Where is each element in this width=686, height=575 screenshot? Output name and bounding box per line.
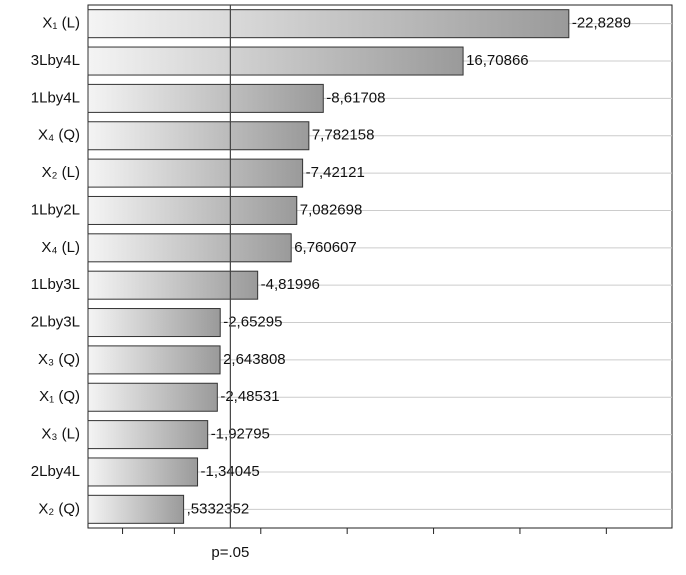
category-label: 2Lby4L xyxy=(31,463,80,480)
category-label: X₁ (L) xyxy=(42,15,80,32)
value-label: 7,782158 xyxy=(312,127,375,144)
bar xyxy=(87,382,218,412)
value-label: -7,42121 xyxy=(306,164,365,181)
value-label: -1,92795 xyxy=(211,426,270,443)
bar xyxy=(87,83,324,113)
bar xyxy=(87,158,304,188)
category-label: X₃ (L) xyxy=(41,426,80,443)
bar xyxy=(87,233,292,263)
category-label: X₂ (Q) xyxy=(38,500,80,517)
bar xyxy=(87,345,221,375)
category-label: X₄ (L) xyxy=(41,239,80,256)
plot-frame xyxy=(87,4,673,529)
bar xyxy=(87,121,310,151)
category-label: X₃ (Q) xyxy=(38,351,80,368)
reference-label: p=.05 xyxy=(211,544,249,561)
value-label: 6,760607 xyxy=(294,239,357,256)
value-label: ,5332352 xyxy=(187,500,250,517)
category-label: X₁ (Q) xyxy=(39,388,80,405)
bar xyxy=(87,420,209,450)
category-label: 1Lby4L xyxy=(31,89,80,106)
bar xyxy=(87,46,464,76)
value-label: -8,61708 xyxy=(326,89,385,106)
bar xyxy=(87,457,199,487)
bar xyxy=(87,494,185,524)
value-label: 7,082698 xyxy=(300,201,363,218)
value-label: -2,48531 xyxy=(220,388,279,405)
bar xyxy=(87,195,298,225)
bar xyxy=(87,9,570,39)
bar xyxy=(87,308,221,338)
category-label: X₂ (L) xyxy=(42,164,80,181)
category-label: X₄ (Q) xyxy=(38,127,80,144)
bar xyxy=(87,270,259,300)
category-label: 2Lby3L xyxy=(31,314,80,331)
value-label: 2,643808 xyxy=(223,351,286,368)
value-label: -22,8289 xyxy=(572,15,631,32)
category-label: 1Lby2L xyxy=(31,201,80,218)
value-label: 16,70866 xyxy=(466,52,529,69)
category-label: 3Lby4L xyxy=(31,52,80,69)
value-label: -2,65295 xyxy=(223,314,282,331)
category-label: 1Lby3L xyxy=(31,276,80,293)
value-label: -4,81996 xyxy=(261,276,320,293)
